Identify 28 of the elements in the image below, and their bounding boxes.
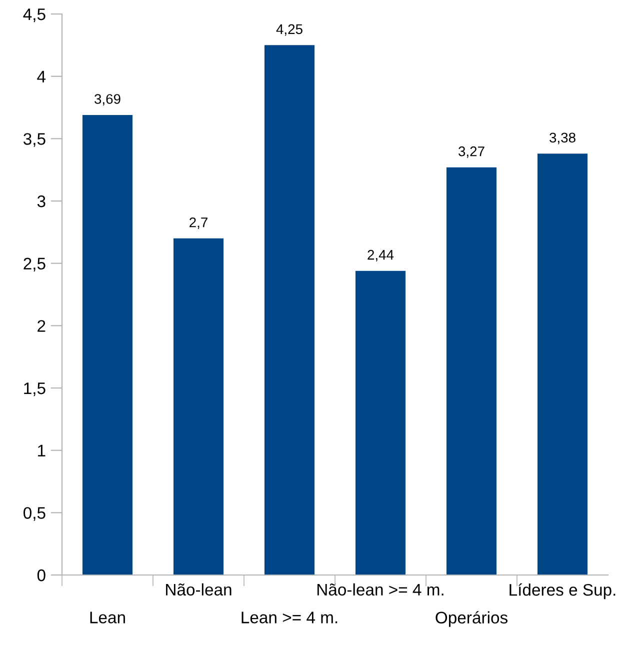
y-tick-label: 1,5: [24, 382, 46, 396]
y-tick-label: 0,5: [24, 507, 46, 521]
y-tick-label: 2,5: [24, 258, 46, 272]
bar: [264, 45, 315, 575]
x-tick-label: Operários: [436, 611, 508, 627]
y-tick-label: 1: [38, 444, 46, 456]
bar: [537, 154, 588, 575]
bar: [355, 270, 406, 575]
bar: [446, 167, 497, 575]
y-tick-label: 2: [38, 320, 46, 332]
y-tick-label: 4: [37, 70, 46, 82]
data-label: 3,69: [94, 94, 120, 106]
y-tick-label: 4,5: [23, 8, 46, 22]
data-label: 2,44: [368, 250, 394, 262]
x-tick-label: Lean: [90, 612, 125, 624]
x-tick-label: Líderes e Sup.: [510, 583, 616, 600]
data-label: 3,27: [458, 146, 484, 158]
y-tick-label: 3: [37, 195, 46, 208]
bar: [82, 114, 133, 575]
y-tick-label: 0: [37, 569, 46, 582]
y-tick-label: 3,5: [23, 133, 46, 147]
x-tick-label: Não-lean: [166, 583, 232, 596]
data-label: 4,25: [276, 24, 302, 36]
x-tick-label: Lean >= 4 m.: [242, 612, 338, 624]
data-label: 2,7: [190, 217, 208, 229]
data-label: 3,38: [550, 132, 576, 144]
x-tick-label: Não-lean >= 4 m.: [317, 583, 444, 596]
bar: [173, 238, 224, 575]
